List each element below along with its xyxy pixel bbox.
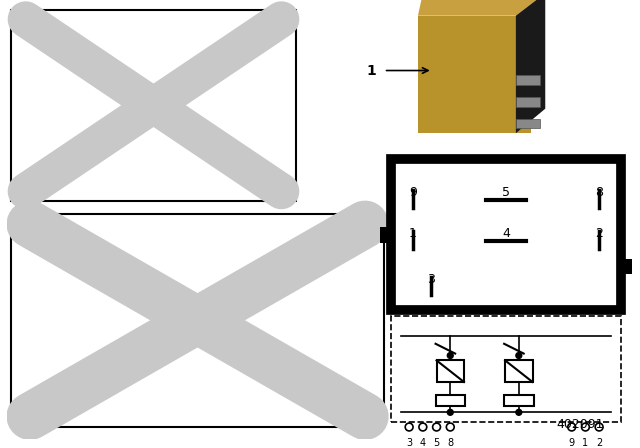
Polygon shape <box>516 0 545 133</box>
Text: 4: 4 <box>502 227 510 240</box>
Circle shape <box>516 409 522 415</box>
Bar <box>516 75 540 85</box>
Text: 402091: 402091 <box>557 418 604 431</box>
Bar <box>392 316 621 422</box>
Text: 3: 3 <box>427 273 435 286</box>
Text: 5: 5 <box>502 186 510 199</box>
Text: 2: 2 <box>595 227 603 240</box>
Bar <box>436 395 465 406</box>
Bar <box>504 395 534 406</box>
Text: 1: 1 <box>366 64 376 78</box>
Polygon shape <box>418 0 545 16</box>
Text: 9: 9 <box>409 186 417 199</box>
Circle shape <box>447 353 453 358</box>
Text: 9: 9 <box>569 438 575 448</box>
Bar <box>418 16 531 133</box>
Bar <box>621 258 632 274</box>
Text: 1: 1 <box>582 438 588 448</box>
Bar <box>12 10 296 201</box>
Text: 8: 8 <box>447 438 453 448</box>
Text: 4: 4 <box>420 438 426 448</box>
Circle shape <box>516 353 522 358</box>
Bar <box>12 214 383 427</box>
Bar <box>516 97 540 107</box>
Text: 8: 8 <box>595 186 603 199</box>
Bar <box>380 227 392 243</box>
Circle shape <box>447 409 453 415</box>
Text: 3: 3 <box>406 438 412 448</box>
Text: 2: 2 <box>596 438 602 448</box>
Text: 1: 1 <box>409 227 417 240</box>
Bar <box>392 159 621 310</box>
Bar <box>505 361 532 382</box>
Bar <box>436 361 464 382</box>
Bar <box>516 119 540 128</box>
Text: 5: 5 <box>433 438 440 448</box>
